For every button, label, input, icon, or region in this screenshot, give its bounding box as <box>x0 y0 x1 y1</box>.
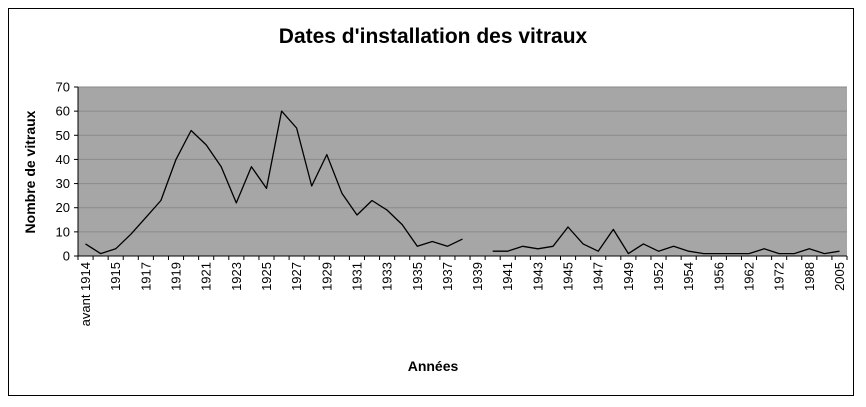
x-tick-label: 1937 <box>440 262 455 291</box>
chart-title: Dates d'installation des vitraux <box>278 25 588 48</box>
x-tick-label: 1941 <box>500 262 515 291</box>
x-tick-label: 1917 <box>138 262 153 291</box>
y-tick-label: 20 <box>56 200 70 215</box>
x-tick-label: 1931 <box>349 262 364 291</box>
plot-area <box>78 87 847 256</box>
x-tick-label: 1952 <box>651 262 666 291</box>
x-tick-label: 1915 <box>108 262 123 291</box>
x-tick-label: 1988 <box>802 262 817 291</box>
y-tick-label: 40 <box>56 152 70 167</box>
x-tick-label: 1947 <box>591 262 606 291</box>
x-tick-label: 1945 <box>561 262 576 291</box>
x-tick-label: 1929 <box>319 262 334 291</box>
x-tick-label: 2005 <box>832 262 847 291</box>
x-tick-label: 1933 <box>380 262 395 291</box>
x-tick-label: 1923 <box>229 262 244 291</box>
y-tick-label: 10 <box>56 224 70 239</box>
series-line <box>492 226 840 255</box>
x-tick-label: 1956 <box>711 262 726 291</box>
y-tick-label: 60 <box>56 104 70 119</box>
y-tick-label: 50 <box>56 128 70 143</box>
y-tick-label: 0 <box>63 249 70 264</box>
x-axis-label: Années <box>407 358 459 374</box>
y-tick-label: 30 <box>56 176 70 191</box>
x-tick-label: 1925 <box>259 262 274 291</box>
x-tick-label: avant 1914 <box>78 262 93 326</box>
series-line <box>85 110 463 255</box>
x-tick-label: 1972 <box>772 262 787 291</box>
x-tick-label: 1962 <box>741 262 756 291</box>
x-tick-label: 1939 <box>470 262 485 291</box>
y-tick-label: 70 <box>56 80 70 95</box>
x-tick-label: 1935 <box>410 262 425 291</box>
x-tick-label: 1954 <box>681 262 696 291</box>
x-tick-label: 1943 <box>530 262 545 291</box>
x-tick-label: 1919 <box>169 262 184 291</box>
x-tick-label: 1949 <box>621 262 636 291</box>
x-tick-label: 1927 <box>289 262 304 291</box>
x-tick-label: 1921 <box>199 262 214 291</box>
